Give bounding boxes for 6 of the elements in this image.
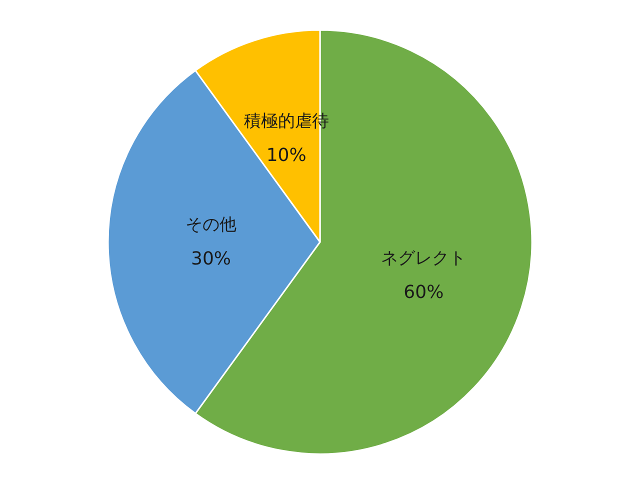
data-label: 60%: [404, 282, 444, 304]
data-label: 30%: [190, 248, 232, 270]
slice-label: その他: [186, 215, 236, 235]
slice-label: 積極的虐待: [244, 111, 329, 132]
data-label: 10%: [266, 144, 306, 166]
slice-label: ネグレクト: [381, 248, 466, 269]
